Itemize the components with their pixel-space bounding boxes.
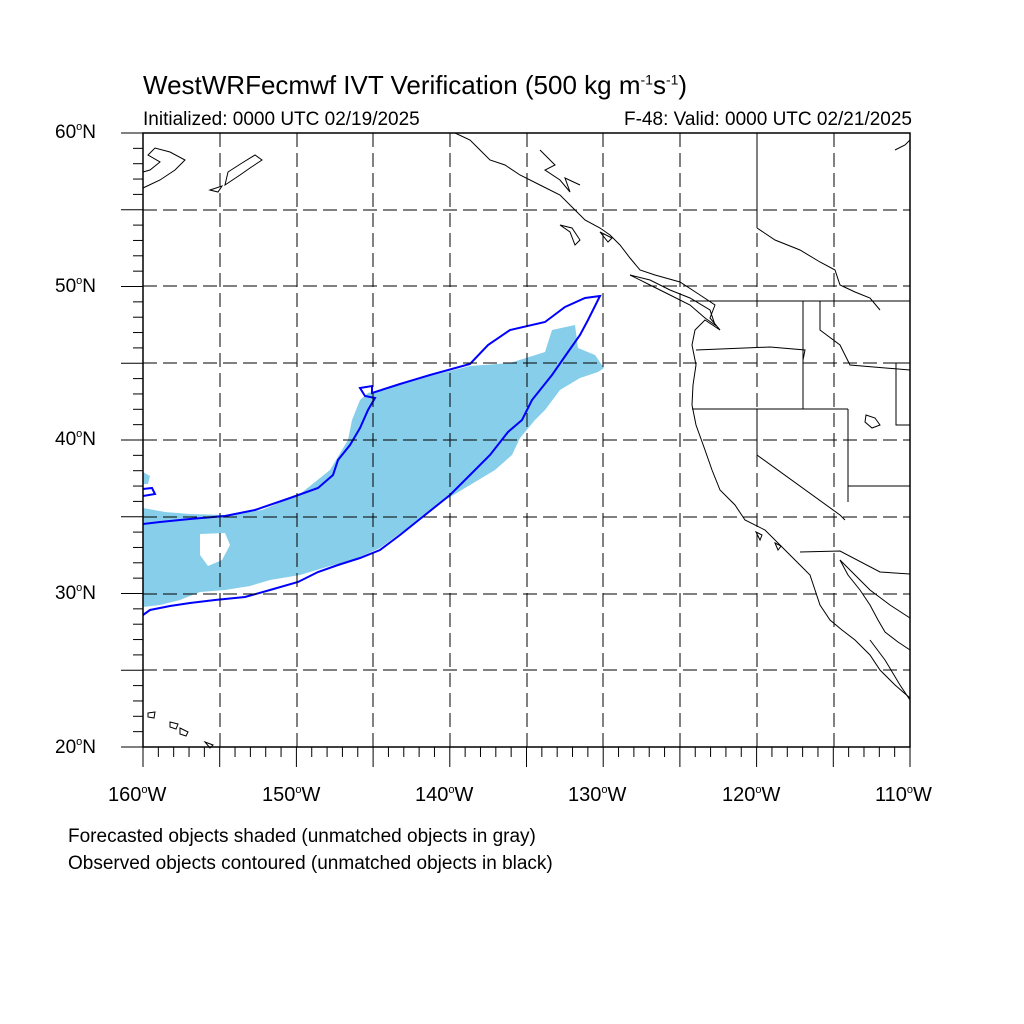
lat-label-30: 30oN <box>55 582 96 604</box>
observed-legend-note: Observed objects contoured (unmatched ob… <box>68 853 553 874</box>
grid-lines <box>143 133 910 747</box>
coastlines <box>142 132 911 749</box>
lon-label-150w: 150oW <box>262 784 321 806</box>
lon-label-140w: 140oW <box>415 784 474 806</box>
lat-label-50: 50oN <box>55 275 96 297</box>
forecast-legend-note: Forecasted objects shaded (unmatched obj… <box>68 826 536 847</box>
page-title: WestWRFecmwf IVT Verification (500 kg m-… <box>143 70 688 100</box>
axis-ticks <box>121 132 911 767</box>
lon-label-160w: 160oW <box>108 784 167 806</box>
forecast-object-fragment <box>143 472 150 484</box>
initialized-label: Initialized: 0000 UTC 02/19/2025 <box>143 109 420 130</box>
political-borders <box>690 133 911 575</box>
forecast-gap <box>200 533 230 566</box>
lat-label-40: 40oN <box>55 428 96 450</box>
observed-object-contour <box>142 294 602 616</box>
lon-label-120w: 120oW <box>722 784 781 806</box>
observed-object-fragment <box>142 486 157 497</box>
lon-label-130w: 130oW <box>568 784 627 806</box>
lat-label-20: 20oN <box>55 736 96 758</box>
valid-time-label: F-48: Valid: 0000 UTC 02/21/2025 <box>624 109 912 130</box>
lat-label-60: 60oN <box>55 121 96 143</box>
lon-label-110w: 110oW <box>875 784 932 806</box>
